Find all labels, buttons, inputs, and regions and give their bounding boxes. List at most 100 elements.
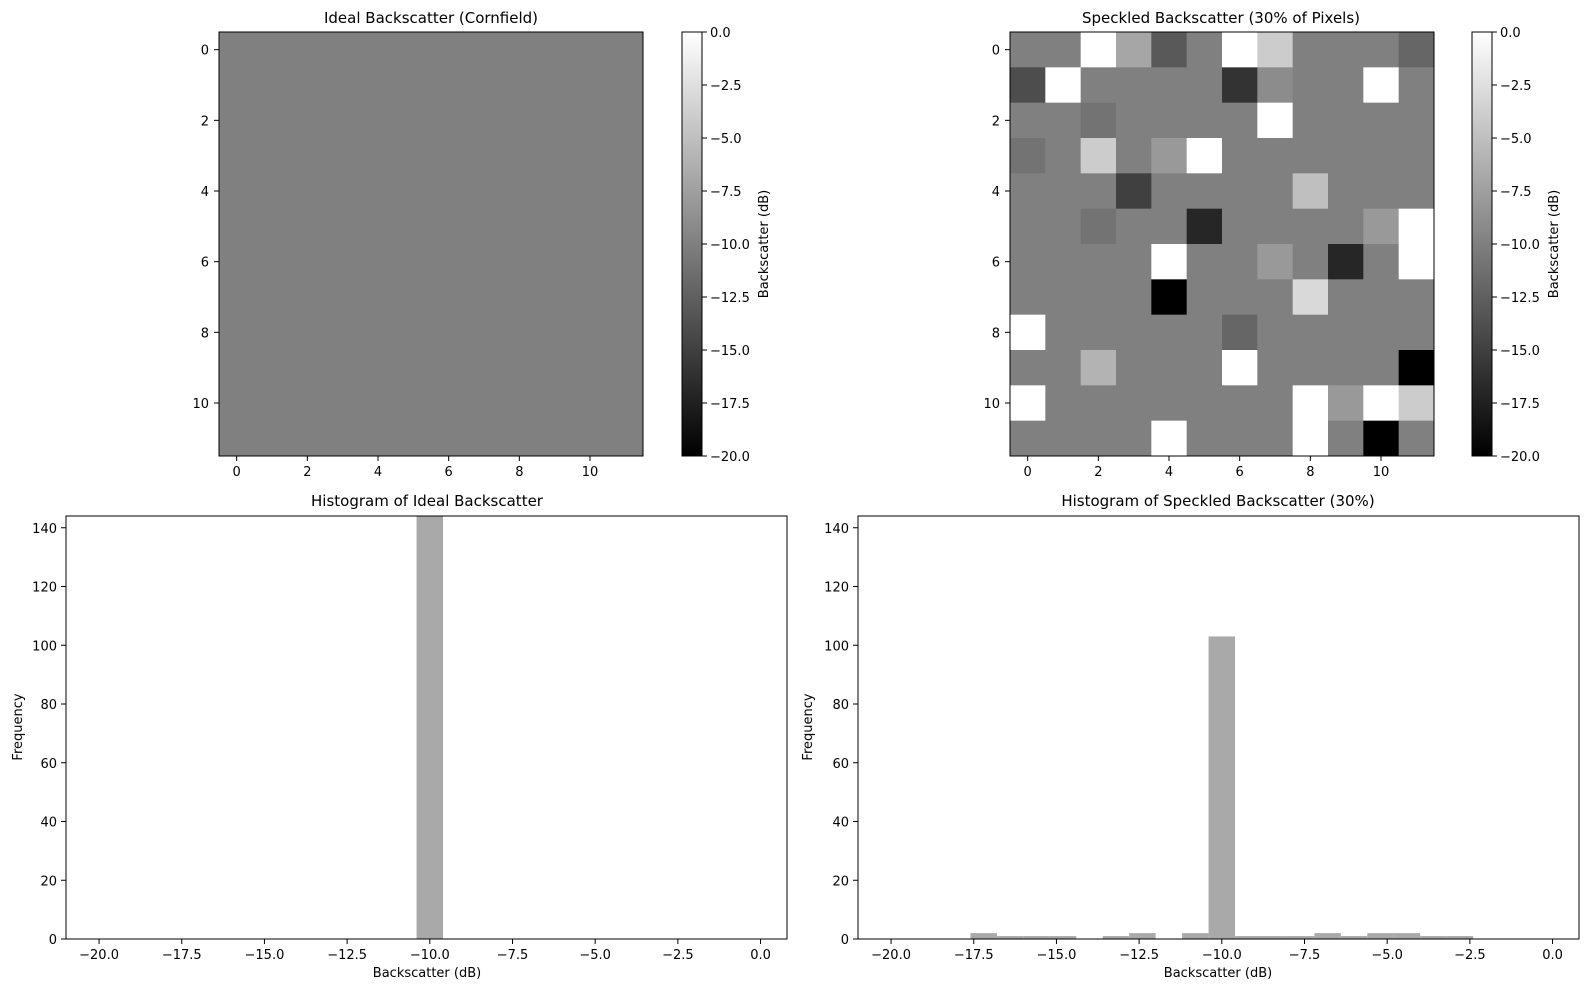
colorbar-tick-label: −7.5 xyxy=(1500,185,1532,200)
heatmap-cell xyxy=(501,173,538,210)
speckled-histogram-ylabel: Frequency xyxy=(801,693,816,760)
heatmap-cell xyxy=(360,279,397,316)
heatmap-cell xyxy=(1010,279,1046,316)
heatmap-cell xyxy=(254,67,291,104)
ideal-histogram-title: Histogram of Ideal Backscatter xyxy=(311,492,544,510)
histogram-bar xyxy=(1340,936,1368,939)
x-tick-label: −15.0 xyxy=(245,948,285,963)
heatmap-cell xyxy=(1151,350,1188,386)
heatmap-cell xyxy=(431,67,467,104)
y-tick-label: 8 xyxy=(201,326,209,341)
heatmap-cell xyxy=(1080,420,1117,457)
heatmap-cell xyxy=(1398,173,1435,210)
histogram-bar xyxy=(1261,936,1288,939)
colorbar-tick-label: −20.0 xyxy=(1500,450,1540,465)
y-tick-label: 2 xyxy=(201,114,209,129)
heatmap-cell xyxy=(1186,350,1223,386)
heatmap-cell xyxy=(466,32,503,68)
y-tick-label: 80 xyxy=(832,698,849,713)
heatmap-cell xyxy=(1292,420,1329,457)
heatmap-cell xyxy=(289,244,326,280)
colorbar-tick-label: −7.5 xyxy=(710,185,742,200)
heatmap-cell xyxy=(466,350,503,386)
x-tick-label: −7.5 xyxy=(1289,948,1321,963)
heatmap-cell xyxy=(431,208,467,245)
heatmap-cell xyxy=(1398,385,1435,422)
heatmap-cell xyxy=(1151,102,1188,139)
heatmap-cell xyxy=(501,385,538,422)
panel-speckled-histogram: Histogram of Speckled Backscatter (30%) … xyxy=(801,492,1580,981)
heatmap-cell xyxy=(1186,173,1223,210)
x-tick-label: −5.0 xyxy=(579,948,611,963)
heatmap-cell xyxy=(289,208,326,245)
heatmap-cell xyxy=(1186,244,1223,280)
y-tick-label: 6 xyxy=(201,256,209,271)
histogram-bar xyxy=(1049,936,1077,939)
heatmap-cell xyxy=(1151,208,1188,245)
heatmap-cell xyxy=(1045,32,1082,68)
heatmap-cell xyxy=(1292,385,1329,422)
heatmap-cell xyxy=(466,385,503,422)
heatmap-cell xyxy=(501,279,538,316)
heatmap-cell xyxy=(395,138,432,174)
heatmap-cell xyxy=(1080,32,1117,68)
heatmap-cell xyxy=(1045,244,1082,280)
y-tick-label: 0 xyxy=(201,44,209,59)
heatmap-cell xyxy=(395,279,432,316)
heatmap-cell xyxy=(607,32,644,68)
heatmap-cell xyxy=(501,350,538,386)
x-tick-label: 6 xyxy=(1236,465,1244,480)
heatmap-cell xyxy=(501,67,538,104)
x-tick-label: −12.5 xyxy=(327,948,367,963)
heatmap-cell xyxy=(1045,420,1082,457)
heatmap-cell xyxy=(1116,314,1152,351)
heatmap-cell xyxy=(325,138,361,174)
heatmap-cell xyxy=(431,420,467,457)
heatmap-cell xyxy=(360,208,397,245)
colorbar-tick-label: −17.5 xyxy=(710,397,750,412)
heatmap-cell xyxy=(1257,173,1294,210)
histogram-bar xyxy=(1129,933,1156,939)
heatmap-cell xyxy=(1257,244,1294,280)
heatmap-cell xyxy=(1363,420,1400,457)
heatmap-cell xyxy=(1398,102,1435,139)
heatmap-cell xyxy=(1151,244,1188,280)
histogram-bar xyxy=(1446,936,1474,939)
heatmap-cell xyxy=(431,279,467,316)
heatmap-cell xyxy=(1292,173,1329,210)
heatmap-cell xyxy=(1257,350,1294,386)
heatmap-cell xyxy=(395,314,432,351)
heatmap-cell xyxy=(1363,244,1400,280)
colorbar-tick-label: −15.0 xyxy=(710,344,750,359)
heatmap-cell xyxy=(466,67,503,104)
heatmap-cell xyxy=(325,173,361,210)
heatmap-cell xyxy=(395,208,432,245)
histogram-bar xyxy=(1182,933,1209,939)
heatmap-cell xyxy=(325,420,361,457)
heatmap-cell xyxy=(1151,314,1188,351)
heatmap-cell xyxy=(325,32,361,68)
heatmap-cell xyxy=(1010,420,1046,457)
colorbar-tick-label: −5.0 xyxy=(1500,132,1532,147)
heatmap-cell xyxy=(395,102,432,139)
heatmap-cell xyxy=(1151,279,1188,316)
x-tick-label: 10 xyxy=(582,465,599,480)
colorbar-tick-label: −2.5 xyxy=(710,79,742,94)
heatmap-cell xyxy=(607,102,644,139)
histogram-bar xyxy=(1023,936,1050,939)
heatmap-cell xyxy=(1045,314,1082,351)
heatmap-cell xyxy=(1398,244,1435,280)
histogram-bar xyxy=(1420,936,1447,939)
y-tick-label: 2 xyxy=(992,114,1000,129)
heatmap-cell xyxy=(1328,32,1364,68)
heatmap-cell xyxy=(1045,138,1082,174)
heatmap-cell xyxy=(254,173,291,210)
heatmap-cell xyxy=(289,138,326,174)
x-tick-label: 4 xyxy=(374,465,382,480)
heatmap-cell xyxy=(219,385,255,422)
heatmap-cell xyxy=(572,32,609,68)
heatmap-cell xyxy=(1398,314,1435,351)
heatmap-cell xyxy=(431,314,467,351)
heatmap-cell xyxy=(1363,138,1400,174)
heatmap-cell xyxy=(254,32,291,68)
